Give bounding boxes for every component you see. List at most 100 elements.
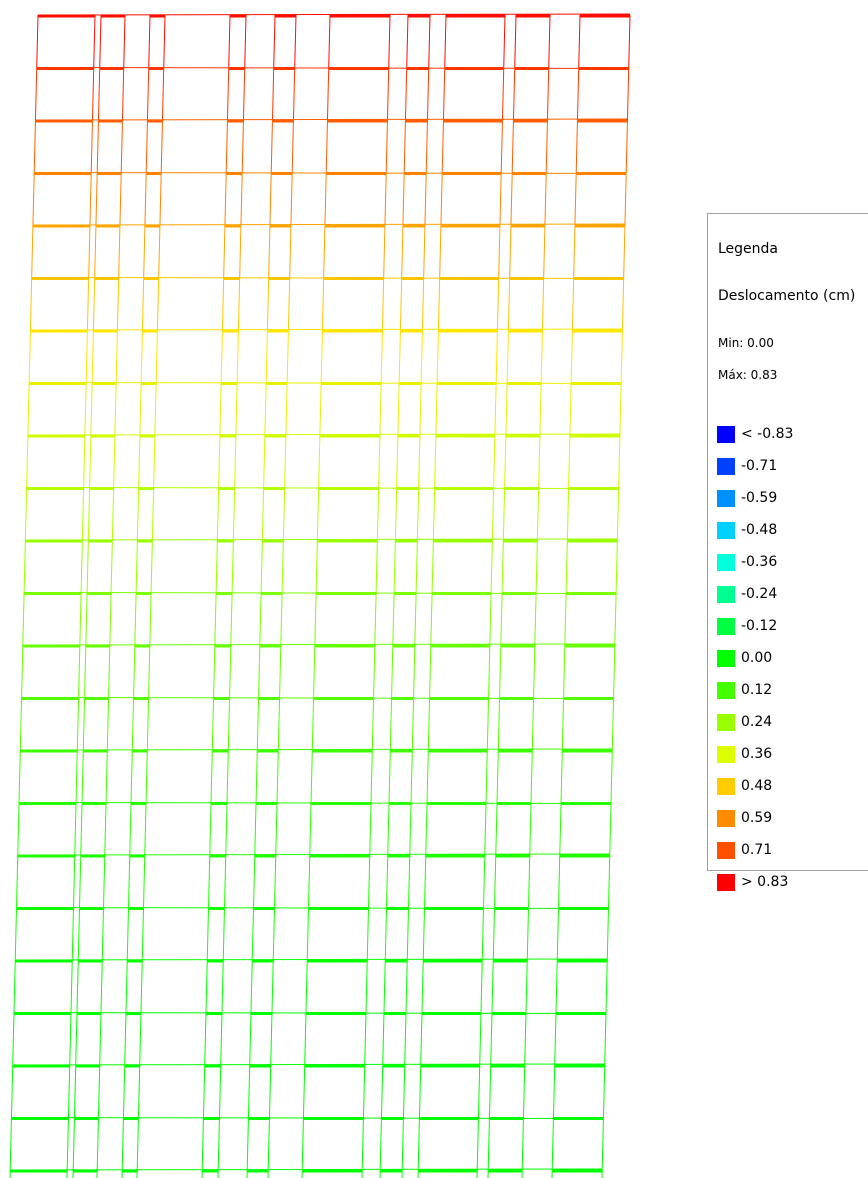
- frame-member: [95, 225, 96, 278]
- frame-member: [384, 960, 385, 1013]
- frame-member: [546, 120, 547, 173]
- frame-member: [314, 645, 315, 698]
- legend-label: 0.00: [741, 650, 772, 666]
- frame-member: [510, 225, 511, 278]
- frame-member: [140, 383, 141, 436]
- frame-member: [77, 960, 78, 1013]
- frame-member: [388, 803, 389, 856]
- structure-view: [0, 0, 650, 1178]
- frame-member: [616, 540, 617, 593]
- frame-member: [77, 698, 78, 751]
- frame-member: [270, 173, 271, 226]
- frame-member: [20, 698, 21, 751]
- frame-member: [386, 120, 387, 173]
- frame-member: [15, 908, 16, 961]
- frame-member: [146, 750, 147, 803]
- frame-member: [443, 68, 444, 121]
- frame-member: [626, 120, 627, 173]
- frame-member: [238, 278, 239, 331]
- legend-swatch: [717, 458, 735, 475]
- frame-member: [419, 435, 420, 488]
- frame-member: [152, 488, 153, 541]
- frame-member: [541, 330, 542, 383]
- frame-member: [614, 645, 615, 698]
- frame-member: [383, 1013, 384, 1066]
- frame-member: [25, 488, 26, 541]
- frame-member: [132, 698, 133, 751]
- frame-member: [421, 1013, 422, 1066]
- frame-member: [144, 225, 145, 278]
- frame-member: [264, 435, 265, 488]
- frame-member: [127, 908, 128, 961]
- frame-member: [376, 540, 377, 593]
- frame-member: [537, 488, 538, 541]
- frame-member: [120, 173, 121, 226]
- frame-member: [70, 1013, 71, 1066]
- frame-member: [221, 1013, 222, 1066]
- frame-member: [247, 1118, 248, 1171]
- frame-member: [34, 120, 35, 173]
- frame-member: [365, 1013, 366, 1066]
- frame-member: [389, 750, 390, 803]
- frame-member: [74, 1065, 75, 1118]
- frame-member: [620, 383, 621, 436]
- frame-member: [22, 645, 23, 698]
- legend-quantity: Deslocamento (cm): [718, 286, 858, 307]
- frame-member: [97, 120, 98, 173]
- legend-item: 0.48: [717, 777, 772, 795]
- frame-member: [382, 278, 383, 331]
- frame-member: [319, 435, 320, 488]
- frame-member: [367, 908, 368, 961]
- frame-member: [307, 908, 308, 961]
- frame-member: [267, 278, 268, 331]
- frame-member: [137, 1118, 138, 1171]
- frame-member: [606, 960, 607, 1013]
- frame-member: [221, 330, 222, 383]
- frame-member: [499, 225, 500, 278]
- frame-member: [227, 750, 228, 803]
- frame-member: [576, 120, 577, 173]
- frame-member: [286, 383, 287, 436]
- frame-member: [101, 960, 102, 1013]
- frame-member: [418, 1118, 419, 1171]
- frame-member: [276, 803, 277, 856]
- frame-member: [394, 540, 395, 593]
- frame-member: [75, 803, 76, 856]
- frame-member: [252, 908, 253, 961]
- legend-swatch: [717, 490, 735, 507]
- legend-item: -0.48: [717, 521, 777, 539]
- frame-member: [27, 435, 28, 488]
- frame-member: [416, 540, 417, 593]
- frame-member: [544, 225, 545, 278]
- frame-member: [282, 540, 283, 593]
- frame-member: [385, 908, 386, 961]
- frame-member: [32, 225, 33, 278]
- frame-member: [78, 908, 79, 961]
- frame-member: [619, 435, 620, 488]
- legend-swatch: [717, 618, 735, 635]
- frame-member: [440, 225, 441, 278]
- frame-member: [572, 278, 573, 331]
- frame-member: [104, 855, 105, 908]
- frame-member: [98, 1065, 99, 1118]
- frame-member: [226, 803, 227, 856]
- frame-member: [30, 278, 31, 331]
- frame-member: [90, 435, 91, 488]
- frame-member: [220, 383, 221, 436]
- frame-member: [227, 68, 228, 121]
- frame-member: [371, 750, 372, 803]
- legend-label: > 0.83: [741, 874, 788, 890]
- legend-label: -0.71: [741, 458, 777, 474]
- frame-member: [222, 960, 223, 1013]
- frame-member: [82, 488, 83, 541]
- legend-label: -0.48: [741, 522, 777, 538]
- frame-member: [523, 1065, 524, 1118]
- frame-member: [495, 855, 496, 908]
- frame-member: [136, 540, 137, 593]
- legend-item: 0.36: [717, 745, 772, 763]
- frame-member: [68, 1065, 69, 1118]
- frame-member: [281, 593, 282, 646]
- legend-label: 0.24: [741, 714, 772, 730]
- frame-member: [405, 68, 406, 121]
- frame-member: [85, 383, 86, 436]
